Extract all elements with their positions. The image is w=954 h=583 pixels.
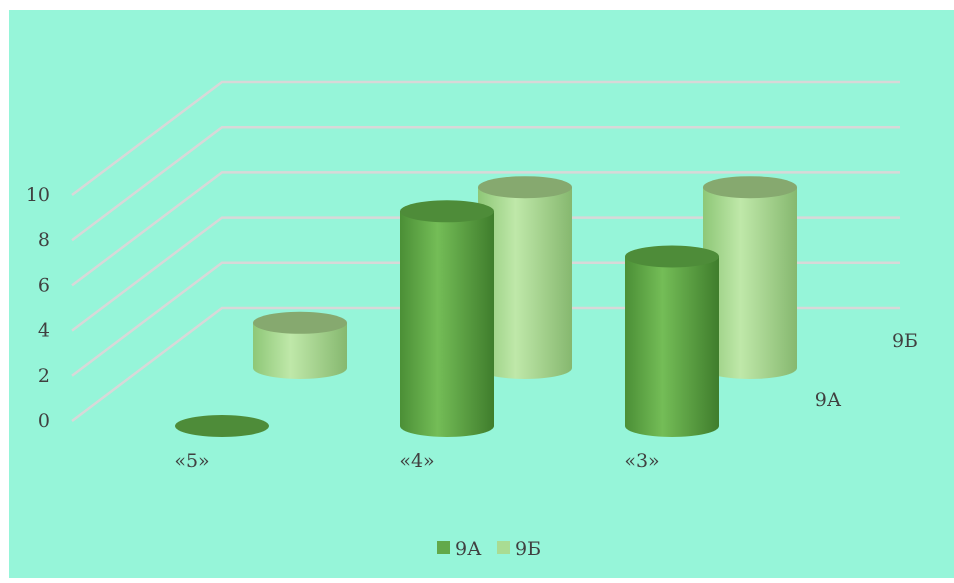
y-tick-label: 10 <box>26 184 50 206</box>
cylinder-body <box>625 256 719 437</box>
cylinder-top <box>625 245 719 268</box>
legend-swatch <box>497 541 510 554</box>
cylinder-bar <box>703 176 797 379</box>
y-tick-label: 6 <box>38 274 50 296</box>
cylinder-top <box>175 415 269 437</box>
x-tick-label: «4» <box>399 450 434 472</box>
legend-label: 9Б <box>515 538 541 560</box>
chart-area: 0 2 4 6 8 10 «5» «4» «3» 9А 9Б 9А 9Б <box>9 10 954 578</box>
cylinder-bar <box>400 200 494 437</box>
legend-label: 9А <box>455 538 482 560</box>
x-tick-label: «5» <box>174 450 209 472</box>
cylinder-top <box>478 176 572 199</box>
depth-axis-label: 9Б <box>892 330 918 352</box>
y-tick-label: 8 <box>38 229 50 251</box>
gridline <box>71 216 900 332</box>
gridline <box>71 171 900 287</box>
legend-item: 9А <box>437 538 482 560</box>
y-tick-label: 2 <box>38 365 50 387</box>
gridline <box>71 125 900 242</box>
cylinder-top <box>400 200 494 223</box>
cylinder-body <box>703 187 797 379</box>
gridline <box>71 80 900 196</box>
cylinder-bar <box>625 245 719 437</box>
y-tick-label: 0 <box>38 410 50 432</box>
cylinder-body <box>253 322 347 379</box>
depth-axis-label: 9А <box>815 389 842 411</box>
cylinder-bar <box>175 415 269 437</box>
cylinder-bar <box>478 176 572 379</box>
legend-swatch <box>437 541 450 554</box>
cylinder-top <box>253 311 347 334</box>
cylinder-bar <box>253 311 347 379</box>
cylinder-top <box>703 176 797 199</box>
cylinder-body <box>400 211 494 437</box>
cylinder-chart: 0 2 4 6 8 10 «5» «4» «3» 9А 9Б 9А 9Б <box>26 80 918 560</box>
cylinder-body <box>478 187 572 379</box>
x-tick-label: «3» <box>624 450 659 472</box>
y-tick-label: 4 <box>38 320 50 342</box>
legend-item: 9Б <box>497 538 541 560</box>
